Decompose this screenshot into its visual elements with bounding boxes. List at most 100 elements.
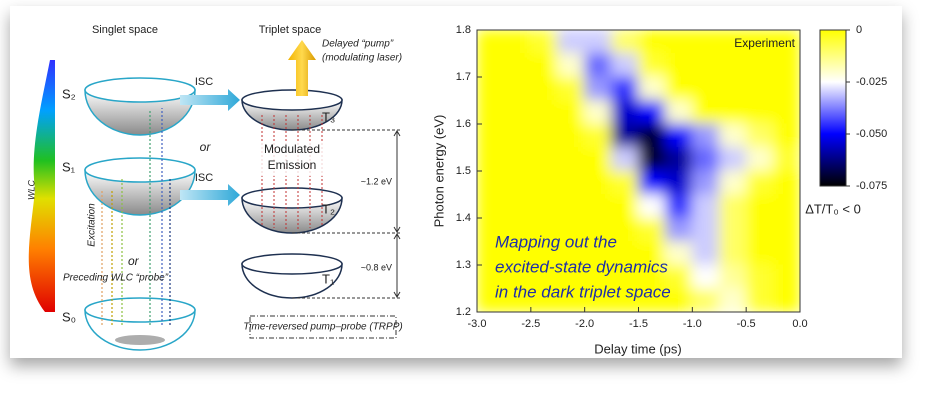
cell [664,100,693,125]
cell [745,288,774,312]
cell [772,170,800,195]
cell [584,76,613,101]
excitation-lines [101,108,171,325]
cell [584,170,613,195]
cell [718,241,747,266]
cell [691,217,720,242]
cell [691,76,720,101]
cell [477,53,505,78]
label: ISC [195,76,213,88]
cell [664,170,693,195]
level-lines [292,129,402,299]
state-label: S₂ [62,86,76,101]
cell [691,288,720,312]
cell [584,30,613,54]
triplet-bowls [241,89,343,299]
trpp-box [249,315,397,339]
annotation: in the dark triplet space [495,282,671,301]
cell [664,53,693,78]
y-tick-label: 1.7 [456,71,471,83]
cell [745,147,774,172]
cell [691,241,720,266]
cell [745,123,774,148]
cell [772,147,800,172]
cell [530,30,559,54]
cell [530,76,559,101]
cell [691,194,720,219]
cell [772,123,800,148]
cell [503,100,532,125]
cell [503,217,532,242]
cell [557,217,586,242]
cell [503,147,532,172]
isc-arrow [180,184,240,206]
cell [745,217,774,242]
y-tick-label: 1.6 [456,118,471,130]
cell [664,30,693,54]
x-tick-label: -1.0 [683,318,702,330]
cell [745,76,774,101]
cell [530,264,559,289]
x-tick-label: -1.5 [629,318,648,330]
cell [530,123,559,148]
cell [718,123,747,148]
cell [611,30,639,54]
cell [477,264,505,289]
cell [691,53,720,78]
cell [745,194,774,219]
x-tick-label: -0.5 [737,318,756,330]
shade [115,335,165,345]
cell [638,217,666,242]
cell [477,30,505,54]
state-label: S₁ [62,159,76,174]
label: or [128,254,140,268]
x-tick-label: -2.5 [521,318,540,330]
cell [477,147,505,172]
cell [557,53,586,78]
label: Emission [268,158,317,172]
cell [718,53,747,78]
cell [584,147,613,172]
cell [530,241,559,266]
cell [772,194,800,219]
heatmap [477,30,800,312]
cell [718,100,747,125]
cell [718,194,747,219]
cell [557,264,586,289]
cell [772,100,800,125]
cell [772,264,800,289]
cell [745,30,774,54]
state-label: S₀ [62,309,76,324]
cell [745,100,774,125]
cell [745,53,774,78]
state-label: T₂ [322,201,335,216]
cell [503,30,532,54]
cell [584,264,613,289]
pump-arrow [288,40,316,96]
cell [584,217,613,242]
colorbar-label: ΔT/T₀ < 0 [805,201,861,216]
cell [638,76,666,101]
cell [664,123,693,148]
label: Triplet space [259,24,322,36]
cell [691,147,720,172]
cell [638,53,666,78]
label: Excitation [87,203,98,247]
label: ~0.8 eV [361,262,392,272]
cell [477,170,505,195]
cell [503,76,532,101]
cell [503,170,532,195]
x-tick-label: 0.0 [792,318,807,330]
cell [503,53,532,78]
label: Modulated [264,142,320,156]
cell [718,170,747,195]
cell [718,147,747,172]
cell [477,194,505,219]
cell [530,194,559,219]
cell [691,264,720,289]
cell [772,76,800,101]
cell [584,288,613,312]
label: ~1.2 eV [361,176,392,186]
cell [611,241,639,266]
